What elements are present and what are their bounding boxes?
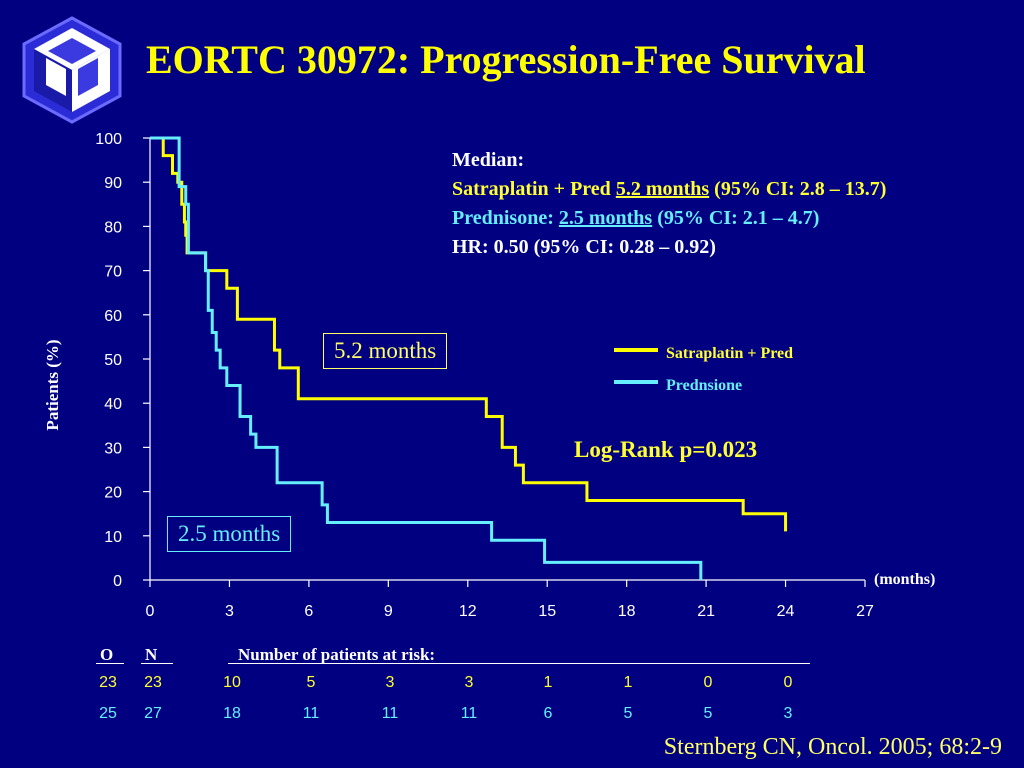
- y-axis-label: Patients (%): [43, 339, 62, 430]
- citation: Sternberg CN, Oncol. 2005; 68:2-9: [663, 734, 1002, 760]
- median-summary: Median: Satraplatin + Pred 5.2 months (9…: [452, 146, 886, 262]
- median-prednisone-value: 2.5 months: [558, 207, 653, 229]
- x-tick-label: 27: [856, 603, 874, 620]
- callout-prednisone-median: 2.5 months: [167, 516, 292, 552]
- log-rank-pvalue: Log-Rank p=0.023: [574, 437, 758, 462]
- callout-satraplatin-median: 5.2 months: [323, 333, 448, 369]
- y-tick-label: 10: [104, 529, 122, 546]
- x-tick-label: 15: [538, 603, 556, 620]
- chart-series: [150, 136, 788, 580]
- x-tick-label: 3: [225, 603, 234, 620]
- x-axis-label: (months): [874, 571, 935, 588]
- y-tick-label: 20: [104, 485, 122, 502]
- y-tick-label: 30: [104, 440, 122, 457]
- x-tick-label: 9: [384, 603, 393, 620]
- legend-label-prednisone: Prednsione: [666, 377, 743, 394]
- median-satraplatin-value: 5.2 months: [615, 178, 710, 200]
- slide-title: EORTC 30972: Progression-Free Survival: [146, 37, 866, 82]
- median-prednisone-ci: (95% CI: 2.1 – 4.7): [652, 207, 820, 229]
- x-tick-label: 18: [618, 603, 636, 620]
- median-satraplatin-prefix: Satraplatin + Pred: [452, 178, 616, 200]
- y-tick-label: 90: [104, 175, 122, 192]
- hazard-ratio: HR: 0.50 (95% CI: 0.28 – 0.92): [452, 236, 716, 258]
- median-heading: Median:: [452, 149, 525, 171]
- series-line-satraplatin: [150, 136, 788, 532]
- y-tick-label: 70: [104, 264, 122, 281]
- median-prednisone: Prednisone: 2.5 months (95% CI: 2.1 – 4.…: [452, 204, 886, 233]
- y-tick-label: 50: [104, 352, 122, 369]
- y-tick-label: 0: [113, 573, 122, 590]
- x-tick-label: 0: [146, 603, 155, 620]
- series-line-prednisone: [150, 136, 703, 580]
- y-tick-label: 80: [104, 219, 122, 236]
- legend-swatch-satraplatin: [614, 348, 658, 352]
- legend-label-satraplatin: Satraplatin + Pred: [666, 345, 794, 362]
- median-satraplatin-ci: (95% CI: 2.8 – 13.7): [709, 178, 887, 200]
- median-satraplatin: Satraplatin + Pred 5.2 months (95% CI: 2…: [452, 175, 886, 204]
- x-tick-label: 6: [304, 603, 313, 620]
- y-tick-label: 60: [104, 308, 122, 325]
- x-tick-label: 12: [459, 603, 477, 620]
- median-prednisone-prefix: Prednisone:: [452, 207, 559, 229]
- cube-logo-icon: [22, 16, 122, 124]
- y-tick-label: 100: [95, 131, 122, 148]
- legend-swatch-prednisone: [614, 380, 658, 384]
- x-tick-label: 21: [697, 603, 715, 620]
- chart-ticks: 0 10 20 30 40 50 60 70 80 90 100 0 3 6 9 12 15 18 21 24 27: [95, 131, 874, 620]
- y-tick-label: 40: [104, 396, 122, 413]
- x-tick-label: 24: [777, 603, 795, 620]
